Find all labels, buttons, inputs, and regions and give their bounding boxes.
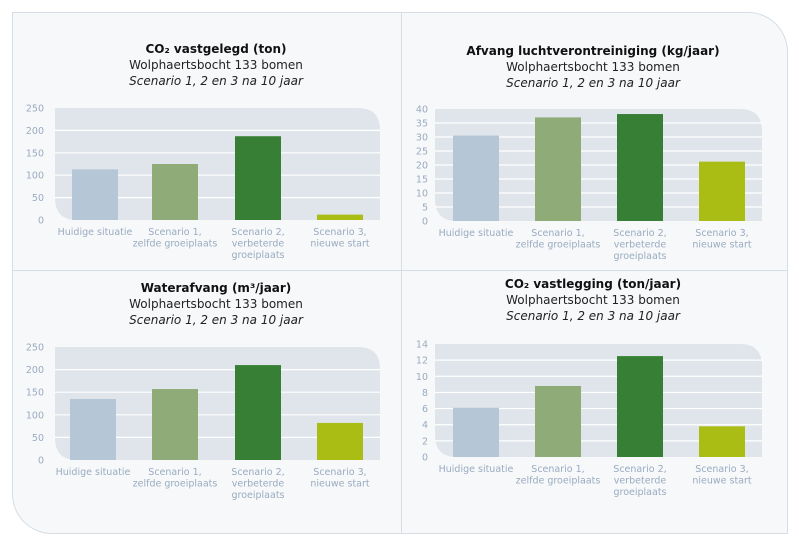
y-tick-label: 100: [26, 171, 44, 182]
y-tick-label: 0: [38, 456, 44, 467]
x-tick-label: groeiplaats: [231, 250, 284, 261]
bar: [617, 114, 663, 221]
chart-subtitle: Wolphaertsbocht 133 bomen: [129, 58, 303, 72]
bar: [699, 426, 745, 457]
y-tick-label: 35: [416, 119, 428, 130]
chart-subtitle-2: Scenario 1, 2 en 3 na 10 jaar: [129, 313, 304, 327]
bar: [235, 365, 281, 460]
y-tick-label: 250: [26, 343, 44, 354]
x-tick-label: nieuwe start: [310, 479, 370, 490]
x-tick-label: nieuwe start: [692, 476, 752, 487]
bar: [317, 214, 363, 220]
x-tick-label: groeiplaats: [231, 490, 284, 501]
x-tick-label: Scenario 1,: [531, 464, 584, 475]
x-tick-label: Scenario 2,: [613, 228, 666, 239]
x-tick-label: nieuwe start: [310, 239, 370, 250]
y-tick-label: 200: [26, 365, 44, 376]
y-tick-label: 40: [416, 105, 428, 116]
x-tick-label: zelfde groeiplaats: [133, 479, 218, 490]
bar: [152, 389, 198, 460]
chart-subtitle: Wolphaertsbocht 133 bomen: [506, 293, 680, 307]
x-tick-label: verbeterde: [232, 479, 285, 490]
chart-2: Afvang luchtverontreiniging (kg/jaar) Wol…: [416, 44, 762, 262]
chart-subtitle: Wolphaertsbocht 133 bomen: [129, 297, 303, 311]
bar: [535, 385, 581, 457]
y-tick-label: 10: [416, 372, 428, 383]
x-tick-label: zelfde groeiplaats: [133, 239, 218, 250]
y-tick-label: 8: [422, 388, 428, 399]
y-tick-label: 50: [32, 193, 44, 204]
chart-subtitle: Wolphaertsbocht 133 bomen: [506, 60, 680, 74]
bar: [70, 398, 116, 460]
bar: [317, 422, 363, 460]
bar: [535, 117, 581, 221]
bar: [72, 169, 118, 220]
y-tick-label: 6: [422, 404, 428, 415]
x-tick-label: Scenario 1,: [148, 467, 201, 478]
y-tick-label: 15: [416, 175, 428, 186]
bar: [235, 136, 281, 220]
chart-title: Waterafvang (m³/jaar): [141, 281, 292, 295]
divider-horizontal: [12, 270, 787, 271]
y-tick-label: 5: [422, 203, 428, 214]
bar: [699, 161, 745, 221]
plot-area: [55, 108, 380, 220]
x-tick-label: Huidige situatie: [439, 228, 514, 239]
y-tick-label: 10: [416, 189, 428, 200]
y-tick-label: 2: [422, 436, 428, 447]
y-tick-label: 14: [416, 340, 428, 351]
chart-subtitle-2: Scenario 1, 2 en 3 na 10 jaar: [129, 74, 304, 88]
y-tick-label: 0: [422, 453, 428, 464]
x-tick-label: Scenario 2,: [613, 464, 666, 475]
plot-area: [435, 344, 762, 457]
y-tick-label: 150: [26, 148, 44, 159]
y-tick-label: 150: [26, 388, 44, 399]
y-tick-label: 12: [416, 356, 428, 367]
bar: [453, 407, 499, 457]
y-tick-label: 100: [26, 410, 44, 421]
x-tick-label: groeiplaats: [613, 251, 666, 262]
y-tick-label: 20: [416, 161, 428, 172]
chart-title: CO₂ vastgelegd (ton): [145, 42, 286, 56]
x-tick-label: Scenario 3,: [695, 464, 748, 475]
y-tick-label: 30: [416, 133, 428, 144]
y-tick-label: 250: [26, 104, 44, 115]
x-tick-label: verbeterde: [232, 239, 285, 250]
chart-title: Afvang luchtverontreiniging (kg/jaar): [466, 44, 719, 58]
divider-vertical: [401, 12, 402, 533]
x-tick-label: Scenario 2,: [231, 467, 284, 478]
chart-title: CO₂ vastlegging (ton/jaar): [505, 277, 681, 291]
y-tick-label: 0: [422, 217, 428, 228]
x-tick-label: Scenario 3,: [313, 467, 366, 478]
x-tick-label: Huidige situatie: [56, 467, 131, 478]
x-tick-label: Scenario 3,: [695, 228, 748, 239]
x-tick-label: verbeterde: [614, 476, 667, 487]
plot-area: [55, 347, 380, 460]
y-tick-label: 4: [422, 420, 428, 431]
x-tick-label: Huidige situatie: [58, 227, 133, 238]
y-tick-label: 200: [26, 126, 44, 137]
x-tick-label: zelfde groeiplaats: [516, 240, 601, 251]
x-tick-label: Scenario 1,: [531, 228, 584, 239]
y-tick-label: 0: [38, 216, 44, 227]
bar: [152, 164, 198, 220]
bar: [617, 356, 663, 457]
x-tick-label: Scenario 1,: [148, 227, 201, 238]
x-tick-label: nieuwe start: [692, 240, 752, 251]
chart-1: CO₂ vastgelegd (ton) Wolphaertsbocht 133 …: [26, 42, 380, 261]
chart-subtitle-2: Scenario 1, 2 en 3 na 10 jaar: [506, 76, 681, 90]
bar: [453, 135, 499, 221]
x-tick-label: groeiplaats: [613, 487, 666, 498]
y-tick-label: 50: [32, 433, 44, 444]
x-tick-label: zelfde groeiplaats: [516, 476, 601, 487]
x-tick-label: Scenario 3,: [313, 227, 366, 238]
y-tick-label: 25: [416, 147, 428, 158]
chart-3: Waterafvang (m³/jaar) Wolphaertsbocht 133…: [26, 281, 380, 501]
x-tick-label: Huidige situatie: [439, 464, 514, 475]
chart-subtitle-2: Scenario 1, 2 en 3 na 10 jaar: [506, 309, 681, 323]
x-tick-label: verbeterde: [614, 240, 667, 251]
chart-4: CO₂ vastlegging (ton/jaar) Wolphaertsboch…: [416, 277, 762, 498]
x-tick-label: Scenario 2,: [231, 227, 284, 238]
